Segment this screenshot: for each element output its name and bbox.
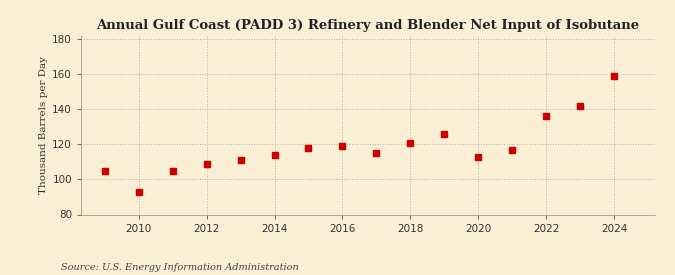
Point [167, 169, 178, 173]
Point [235, 158, 246, 162]
Point [574, 104, 585, 108]
Point [439, 132, 450, 136]
Y-axis label: Thousand Barrels per Day: Thousand Barrels per Day [39, 56, 48, 194]
Point [99, 169, 110, 173]
Point [201, 161, 212, 166]
Point [269, 153, 280, 157]
Point [337, 144, 348, 148]
Point [303, 146, 314, 150]
Point [134, 189, 144, 194]
Point [371, 151, 382, 155]
Point [541, 114, 551, 119]
Title: Annual Gulf Coast (PADD 3) Refinery and Blender Net Input of Isobutane: Annual Gulf Coast (PADD 3) Refinery and … [97, 19, 639, 32]
Text: Source: U.S. Energy Information Administration: Source: U.S. Energy Information Administ… [61, 263, 298, 272]
Point [472, 155, 483, 159]
Point [405, 141, 416, 145]
Point [507, 147, 518, 152]
Point [609, 74, 620, 78]
